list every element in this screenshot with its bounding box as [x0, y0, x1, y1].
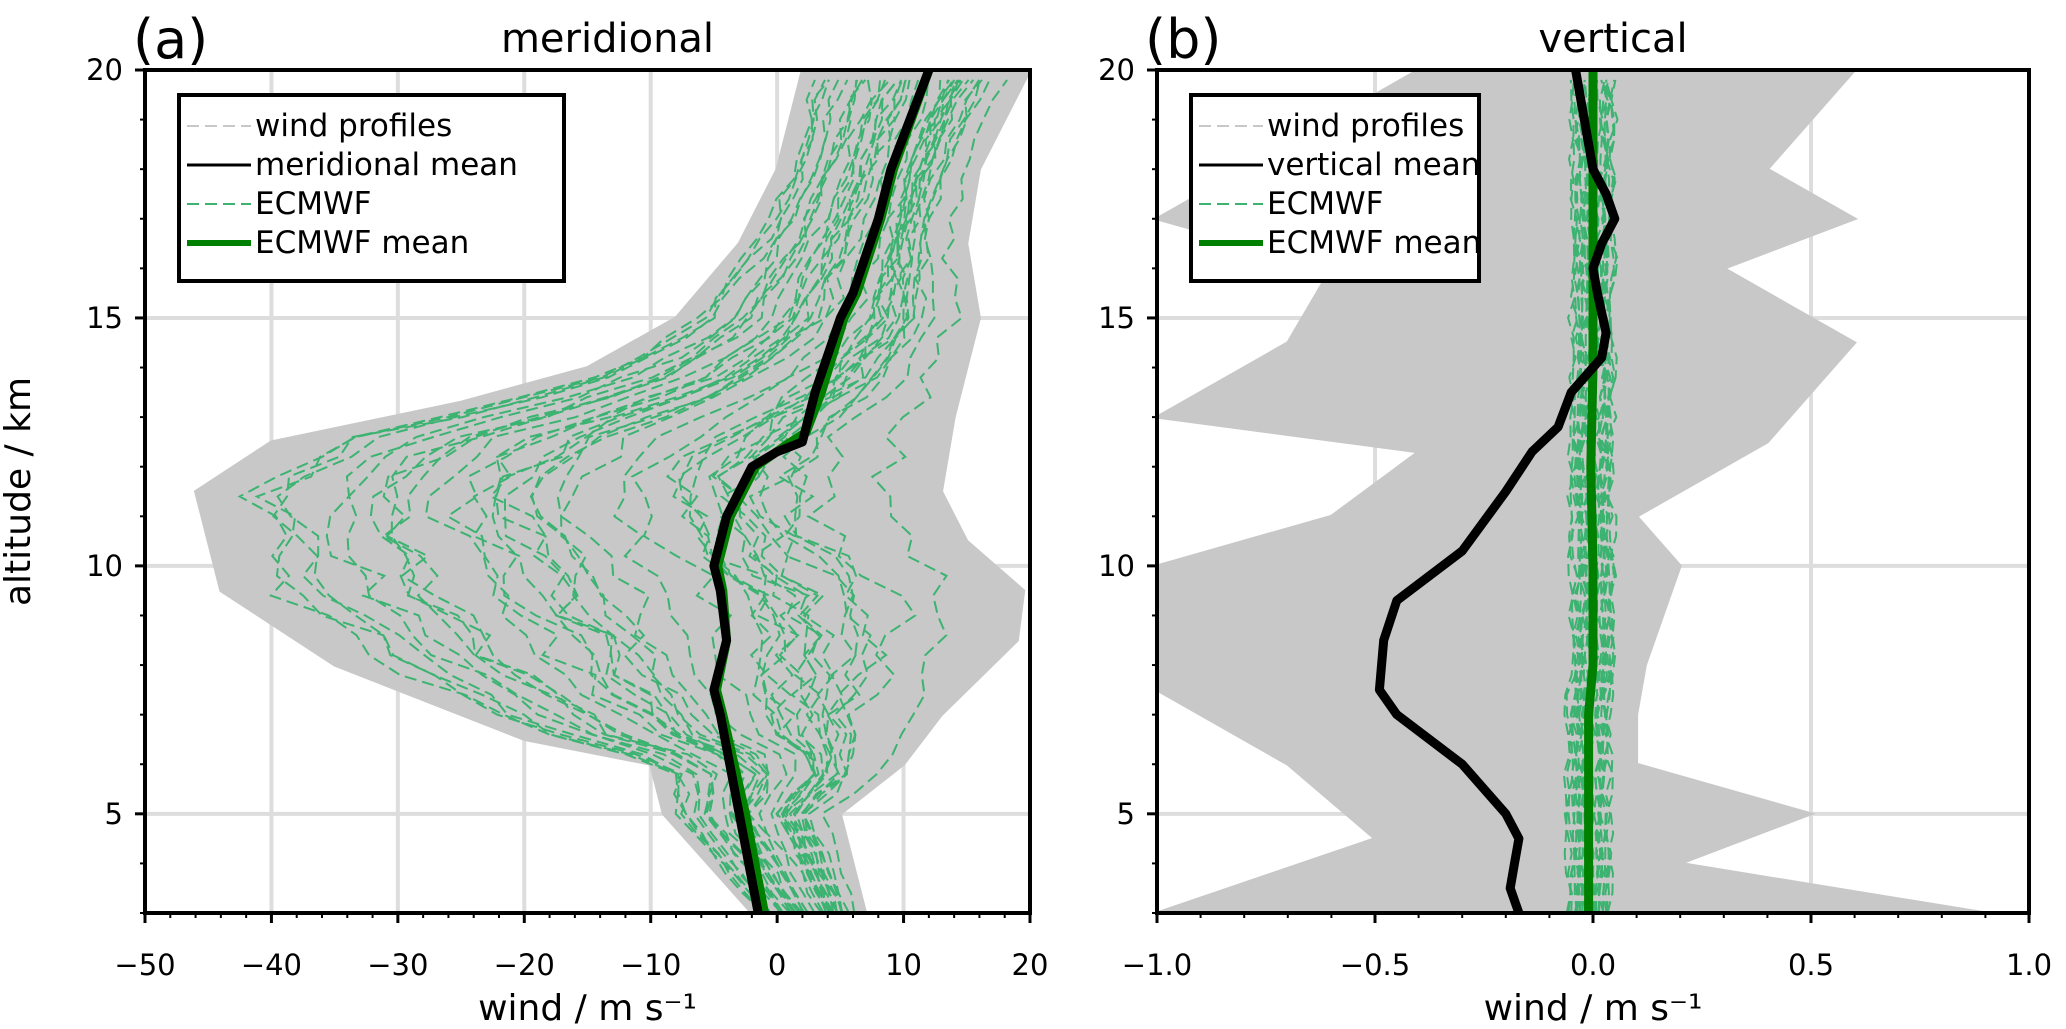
- x-tick-label: 0.5: [1788, 948, 1834, 982]
- ecmwf-profile-line: [777, 79, 983, 913]
- ecmwf-profile-line: [489, 79, 899, 913]
- ecmwf-profile-line: [1563, 79, 1579, 913]
- ecmwf-profile-line: [382, 79, 867, 913]
- legend-label: meridional mean: [255, 147, 518, 183]
- ecmwf-profile-line: [1562, 79, 1576, 913]
- panel-vertical: −1.0 −0.5 0.0 0.5 1.0 5 10 15 20 (b) vertical wind …: [1098, 8, 2052, 1029]
- y-tick-label: 15: [86, 301, 123, 335]
- ecmwf-profile-line: [445, 79, 887, 913]
- ecmwf-profile-line: [748, 79, 975, 913]
- ecmwf-profile-line: [751, 79, 964, 913]
- y-tick-label: 10: [86, 549, 123, 583]
- x-tick-label: 1.0: [2006, 948, 2052, 982]
- legend-label: ECMWF mean: [255, 225, 469, 261]
- ecmwf-profile-line: [559, 79, 911, 913]
- x-tick-label: −20: [494, 948, 555, 982]
- panel-title: vertical: [1538, 16, 1687, 62]
- legend-label: ECMWF: [1267, 186, 1383, 222]
- panel-meridional: −50 −40 −30 −20 −10 0 10 20 5 10 15 20 (a) meridional…: [0, 8, 1048, 1029]
- plot-frame: [143, 68, 1032, 915]
- ecmwf-profile-line: [736, 79, 970, 913]
- x-tick-label: −50: [114, 948, 175, 982]
- y-tick-label: 5: [1117, 797, 1135, 831]
- x-tick-label: −10: [620, 948, 681, 982]
- plot-area: [193, 70, 1030, 913]
- x-tick-label: −40: [241, 948, 302, 982]
- ecmwf-profile-line: [1567, 79, 1581, 913]
- ecmwf-profile-line: [531, 79, 904, 913]
- x-axis-label: wind / m s⁻¹: [478, 988, 697, 1029]
- legend-label: wind profiles: [1267, 108, 1464, 144]
- ecmwf-profile-line: [708, 79, 956, 913]
- legend-label: wind profiles: [255, 108, 452, 144]
- meridional-mean-line: [709, 70, 934, 913]
- y-tick-label: 15: [1098, 301, 1135, 335]
- y-tick-label: 20: [1098, 53, 1135, 87]
- x-tick-label: −1.0: [1122, 948, 1192, 982]
- ecmwf-profile-line: [495, 79, 903, 913]
- ecmwf-profile-line: [1570, 79, 1585, 913]
- y-tick-label: 5: [105, 797, 123, 831]
- x-tick-label: 0.0: [1570, 948, 1616, 982]
- legend-label: vertical mean: [1267, 147, 1480, 183]
- ecmwf-profile-line: [1596, 79, 1610, 913]
- x-tick-label: 10: [885, 948, 922, 982]
- ecmwf-profile-line: [472, 79, 891, 913]
- ecmwf-profile-line: [1571, 79, 1585, 913]
- x-tick-label: −30: [367, 948, 428, 982]
- legend-label: ECMWF mean: [1267, 225, 1481, 261]
- ecmwf-profile-line: [345, 79, 840, 913]
- ecmwf-profile-line: [820, 79, 1008, 913]
- legend-label: ECMWF: [255, 186, 371, 222]
- panel-label: (b): [1145, 8, 1221, 71]
- x-tick-label: 0: [768, 948, 786, 982]
- ecmwf-profile-line: [276, 79, 830, 913]
- ecmwf-profile-line: [666, 79, 942, 913]
- x-axis-label: wind / m s⁻¹: [1484, 988, 1703, 1029]
- y-axis-label: altitude / km: [0, 377, 39, 606]
- ecmwf-mean-line: [1584, 70, 1598, 913]
- ecmwf-profile-line: [677, 79, 950, 913]
- ecmwf-profile-line: [1591, 79, 1607, 913]
- y-tick-label: 20: [86, 53, 123, 87]
- y-tick-label: 10: [1098, 549, 1135, 583]
- panel-label: (a): [133, 8, 208, 71]
- ecmwf-profile-line: [272, 79, 826, 913]
- x-tick-label: −0.5: [1340, 948, 1410, 982]
- ecmwf-profile-line: [503, 79, 899, 913]
- panel-title: meridional: [501, 16, 714, 62]
- ecmwf-profile-line: [254, 79, 830, 913]
- vertical-mean-line: [1374, 70, 1620, 913]
- ecmwf-profile-line: [529, 79, 907, 913]
- ecmwf-profile-line: [1573, 79, 1589, 913]
- x-tick-label: 20: [1012, 948, 1049, 982]
- wind-profiles-envelope: [193, 70, 1030, 913]
